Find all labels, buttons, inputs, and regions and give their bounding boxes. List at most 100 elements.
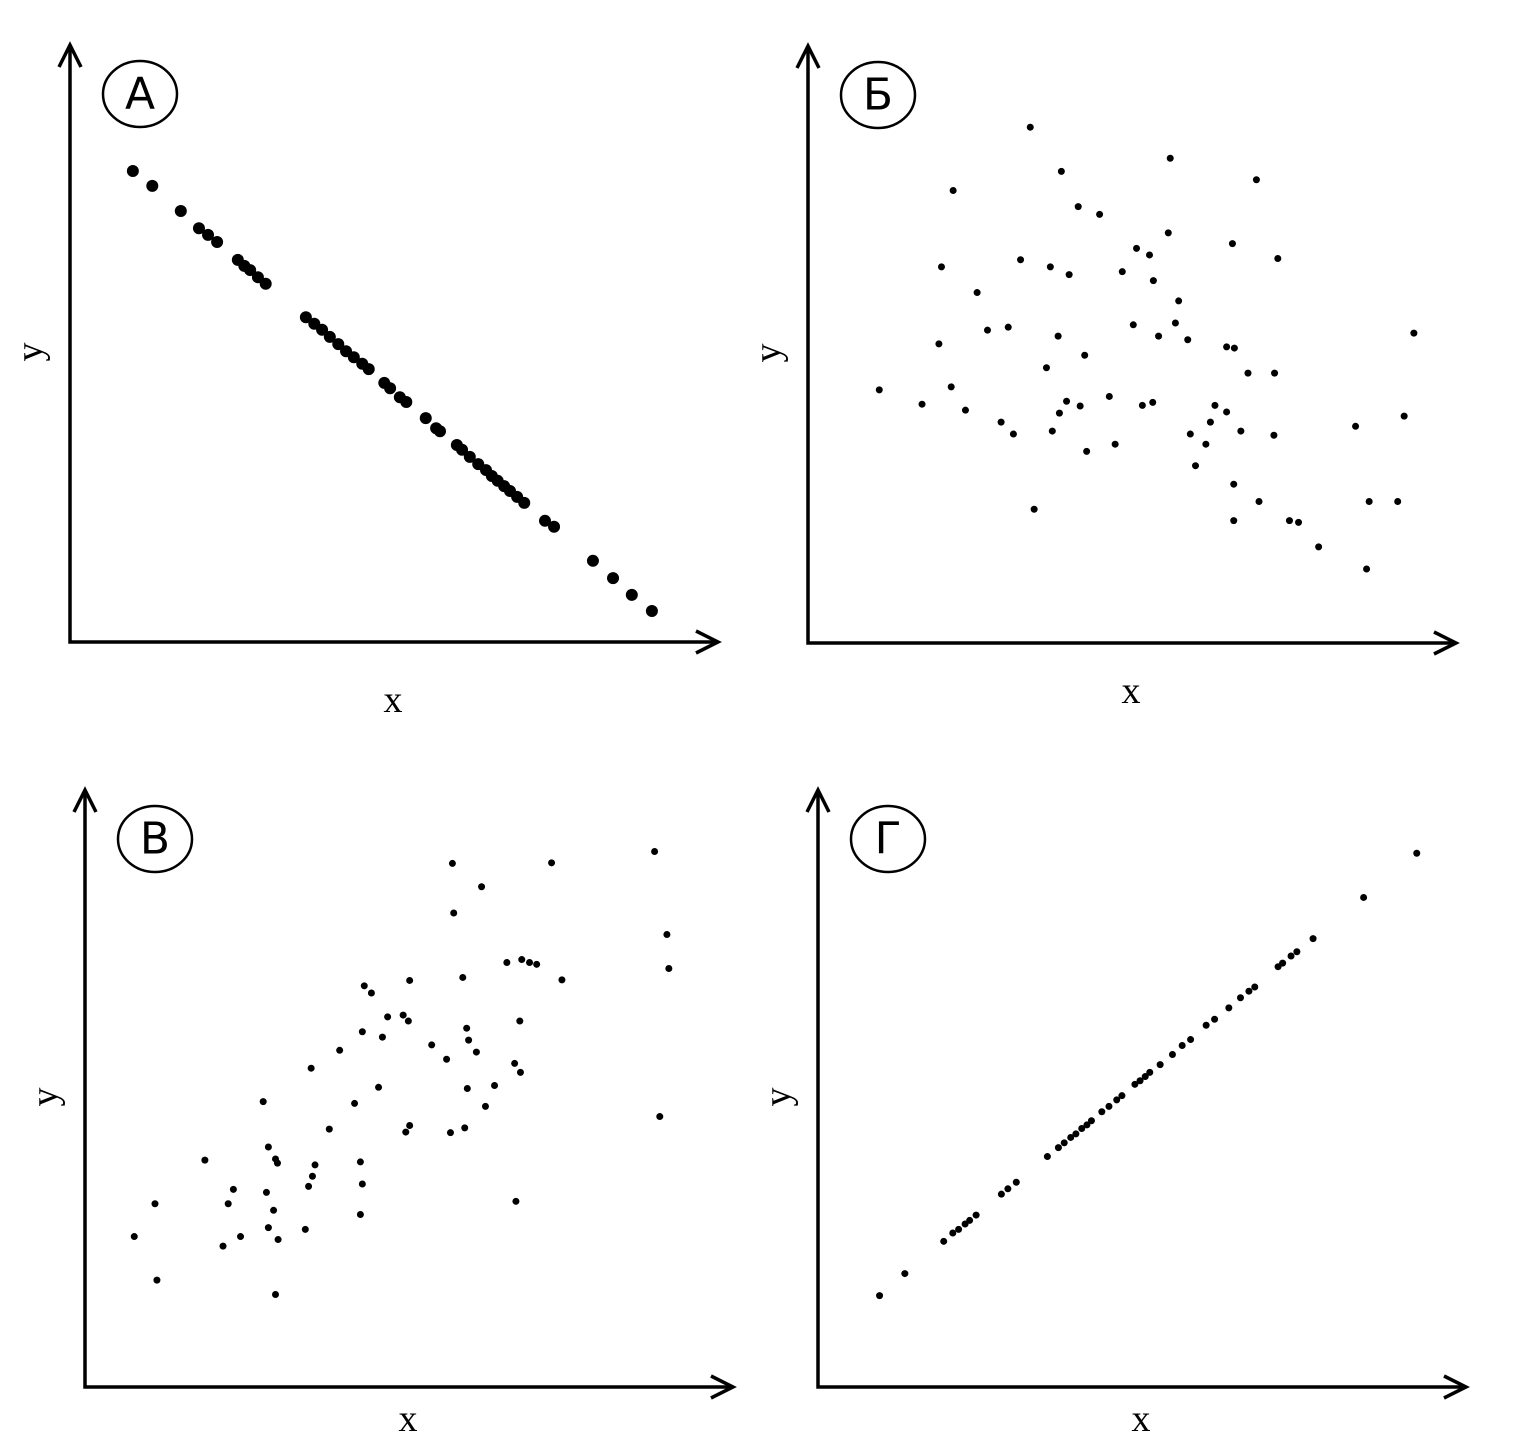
point — [1009, 430, 1017, 438]
point — [1230, 344, 1238, 352]
point — [935, 340, 943, 348]
point — [461, 1124, 469, 1132]
point — [966, 1216, 974, 1224]
point — [1164, 229, 1172, 237]
point — [491, 1082, 499, 1090]
y-arrow — [72, 786, 98, 813]
point — [1096, 210, 1104, 218]
point — [1202, 1021, 1210, 1029]
panel: Гx y — [757, 786, 1470, 1440]
point — [586, 554, 599, 567]
point — [270, 1206, 278, 1214]
point — [645, 604, 658, 617]
point — [1360, 893, 1368, 901]
point — [446, 1129, 454, 1137]
point — [434, 425, 447, 438]
point — [360, 982, 368, 990]
point — [1274, 255, 1282, 263]
panel-label: Б — [863, 70, 893, 121]
point — [305, 1182, 313, 1190]
point — [511, 1059, 519, 1067]
point — [1076, 402, 1084, 410]
point — [1168, 1050, 1176, 1058]
panel-label: А — [125, 69, 155, 120]
point — [1223, 408, 1231, 416]
point — [384, 1013, 392, 1021]
point — [347, 351, 360, 364]
panel-label: Г — [875, 814, 902, 865]
point — [1236, 994, 1244, 1002]
point — [1098, 1108, 1106, 1116]
x-axis-label: x — [1122, 670, 1141, 712]
x-arrow — [1433, 630, 1460, 656]
label-circle — [116, 804, 194, 874]
point — [316, 323, 329, 336]
point — [404, 1017, 412, 1025]
point — [937, 263, 945, 271]
point — [428, 1041, 436, 1049]
point — [465, 1036, 473, 1044]
point — [1192, 462, 1200, 470]
point — [1054, 1144, 1062, 1152]
point — [336, 1046, 344, 1054]
point — [274, 1236, 282, 1244]
panel-label: В — [140, 814, 170, 865]
point — [1145, 251, 1153, 259]
x-axis-label: x — [399, 1398, 418, 1440]
point — [1141, 1073, 1149, 1081]
point — [1042, 364, 1050, 372]
point — [308, 1172, 316, 1180]
point — [1078, 1124, 1086, 1132]
point — [518, 496, 531, 509]
point — [472, 1048, 480, 1056]
point — [533, 960, 541, 968]
point — [1206, 418, 1214, 426]
point — [1166, 154, 1174, 162]
point — [1048, 427, 1056, 435]
axes — [816, 790, 1466, 1389]
y-axis-label: y — [9, 343, 51, 362]
point — [516, 1068, 524, 1076]
point — [264, 1143, 272, 1151]
point — [1279, 959, 1287, 967]
point — [323, 330, 336, 343]
point — [332, 338, 345, 351]
point — [1186, 430, 1194, 438]
point — [384, 382, 397, 395]
point — [875, 386, 883, 394]
point — [1083, 447, 1091, 455]
label-circle — [101, 59, 179, 129]
point — [1287, 952, 1295, 960]
point — [1155, 332, 1163, 340]
point — [1149, 398, 1157, 406]
point — [1211, 401, 1219, 409]
point — [516, 1017, 524, 1025]
point — [259, 277, 272, 290]
point — [518, 956, 526, 964]
panel: Бx y — [747, 42, 1460, 712]
point — [1057, 167, 1065, 175]
point — [463, 450, 476, 463]
x-arrow — [695, 629, 722, 655]
point — [456, 443, 469, 456]
point — [153, 1276, 161, 1284]
point — [1063, 397, 1071, 405]
point — [1118, 268, 1126, 276]
point — [448, 859, 456, 867]
point — [211, 236, 224, 249]
point — [146, 179, 159, 192]
point — [1026, 123, 1034, 131]
y-axis-label: y — [747, 344, 789, 363]
y-axis-label: y — [24, 1088, 66, 1107]
point — [419, 412, 432, 425]
point — [237, 1233, 245, 1241]
x-axis-label: x — [384, 679, 403, 721]
panel: Аx y — [9, 41, 722, 721]
point — [1129, 321, 1137, 329]
y-arrow — [805, 786, 831, 813]
y-arrow — [57, 41, 83, 68]
point — [1054, 332, 1062, 340]
point — [1400, 412, 1408, 420]
point — [1030, 505, 1038, 513]
axes — [83, 790, 733, 1389]
